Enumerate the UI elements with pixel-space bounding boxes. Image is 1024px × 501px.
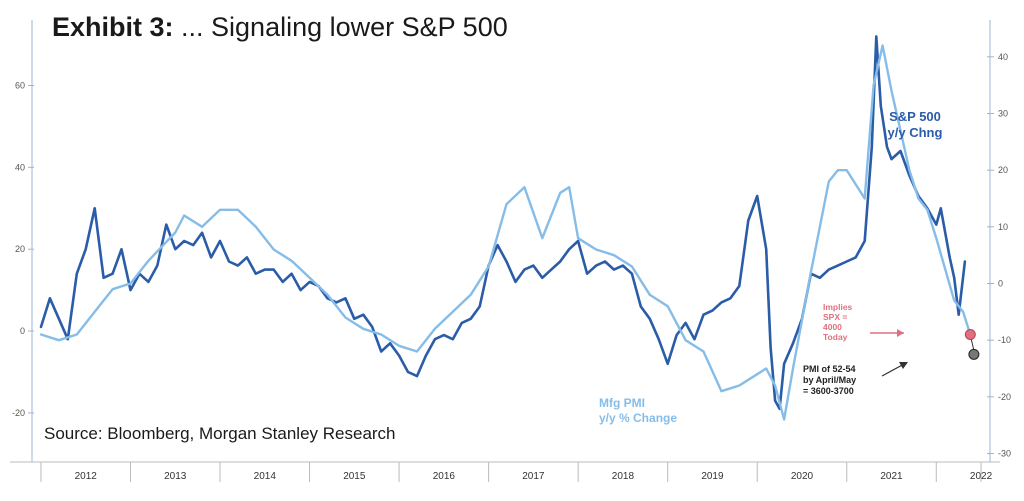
left-tick-label: 0 [20, 326, 25, 336]
right-tick-label: -10 [998, 335, 1011, 345]
right-tick-label: 0 [998, 279, 1003, 289]
right-tick-label: 40 [998, 52, 1008, 62]
x-tick-label: 2015 [343, 471, 366, 482]
x-tick-label: 2019 [701, 471, 724, 482]
right-tick-label: -30 [998, 449, 1011, 459]
spx-series-label: y/y Chng [888, 125, 943, 140]
left-tick-label: 20 [15, 244, 25, 254]
pmi-scenario-arrow-head [899, 362, 908, 369]
right-tick-label: 30 [998, 109, 1008, 119]
x-tick-label: 2021 [880, 471, 903, 482]
right-tick-label: 20 [998, 165, 1008, 175]
implied-spx-label: SPX = [823, 312, 847, 322]
x-tick-label: 2016 [433, 471, 456, 482]
left-tick-label: -20 [12, 408, 25, 418]
pmi-scenario-label: PMI of 52-54 [803, 364, 856, 374]
left-tick-label: 40 [15, 162, 25, 172]
pmi-series-line [39, 44, 972, 421]
x-tick-label: 2017 [522, 471, 545, 482]
right-tick-label: 10 [998, 222, 1008, 232]
x-tick-label: 2012 [75, 471, 98, 482]
pmi-series-label: y/y % Change [599, 411, 677, 425]
source-note: Source: Bloomberg, Morgan Stanley Resear… [44, 424, 396, 443]
pmi-scenario-label: by April/May [803, 375, 856, 385]
chart-title: Exhibit 3: ... Signaling lower S&P 500 [52, 12, 508, 43]
spx-series-line [39, 35, 967, 411]
right-tick-label: -20 [998, 392, 1011, 402]
x-tick-label: 2018 [612, 471, 635, 482]
pmi-scenario-label: = 3600-3700 [803, 386, 854, 396]
left-tick-label: 60 [15, 80, 25, 90]
pmi-series-label: Mfg PMI [599, 396, 645, 410]
x-tick-label: 2020 [791, 471, 814, 482]
implied-spx-label: Implies [823, 302, 853, 312]
pmi-scenario-marker [968, 348, 980, 360]
spx-series-label: S&P 500 [889, 109, 941, 124]
marker-connector [970, 339, 975, 351]
x-tick-label: 2013 [164, 471, 187, 482]
implied-spx-label: 4000 [823, 322, 842, 332]
implied-spx-marker [964, 329, 976, 340]
implied-spx-label: Today [823, 332, 848, 342]
chart-title-text: ... Signaling lower S&P 500 [181, 12, 508, 42]
chart-title-prefix: Exhibit 3: [52, 12, 174, 42]
x-tick-label: 2014 [254, 471, 277, 482]
implied-arrow-head [897, 329, 904, 337]
